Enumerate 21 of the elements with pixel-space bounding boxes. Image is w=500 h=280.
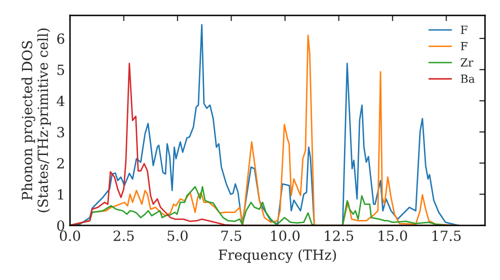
x-tick-label: 17.5	[432, 230, 461, 242]
x-tick-label: 2.5	[114, 230, 134, 242]
x-tick-label: 15.0	[378, 230, 408, 242]
legend-label: F	[460, 42, 468, 50]
x-tick-label: 10.0	[271, 230, 300, 242]
x-tick-label: 7.5	[221, 230, 242, 242]
legend-label: F	[460, 26, 468, 34]
y-tick-label: 2	[57, 158, 64, 168]
y-axis-title: Phonon projected DOS (States/THz·primitive cell)	[22, 28, 51, 212]
y-tick-label: 1	[58, 189, 64, 200]
x-tick-label: 5.0	[168, 230, 188, 242]
y-tick-label: 6	[57, 33, 64, 44]
x-axis-title: Frequency (THz)	[218, 249, 336, 263]
x-tick-label: 12.5	[325, 230, 354, 242]
legend-label: Zr	[460, 58, 474, 66]
x-tick-label: 0.0	[60, 230, 80, 242]
y-tick-label: 5	[57, 64, 64, 76]
y-tick-label: 4	[56, 96, 64, 106]
legend-label: Ba	[460, 74, 475, 83]
y-tick-label: 3	[57, 126, 64, 138]
y-tick-label: 0	[57, 220, 64, 231]
